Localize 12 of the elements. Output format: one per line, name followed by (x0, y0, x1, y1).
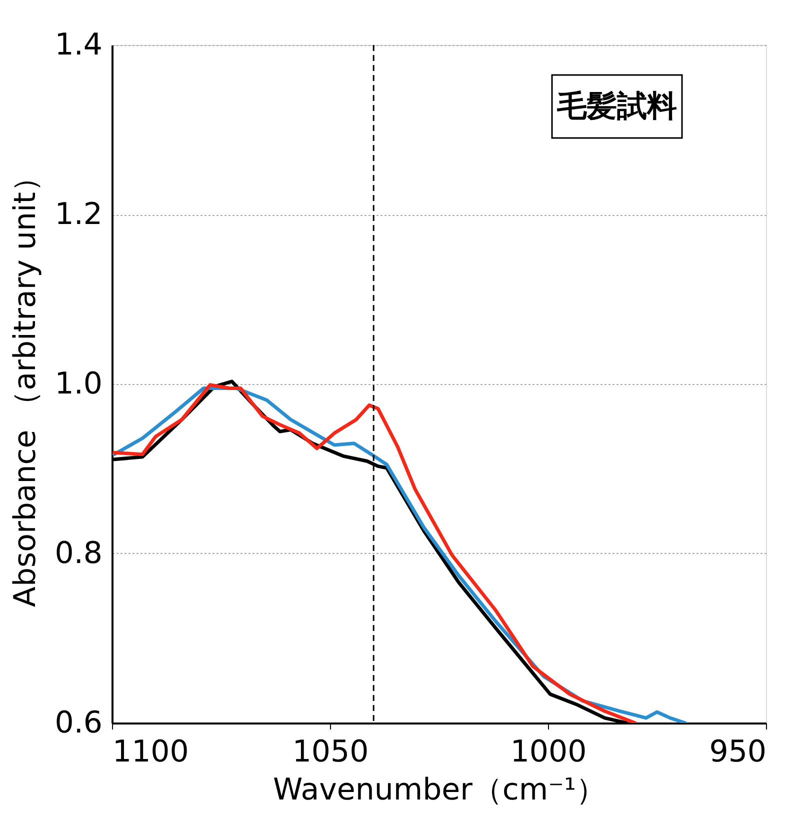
y-axis-title: Absorbance （arbitrary unit） (8, 162, 43, 608)
x-tick-label: 1050 (292, 734, 369, 770)
x-tick-label: 1100 (112, 734, 189, 770)
y-tick-label: 1.2 (54, 197, 102, 232)
x-tick-label: 950 (709, 734, 766, 770)
x-tick-label: 1000 (510, 734, 587, 770)
y-tick-label: 1.0 (54, 366, 102, 402)
annotation: 毛髪試料 (556, 89, 677, 124)
y-tick-label: 1.4 (54, 28, 102, 62)
y-tick-label: 0.8 (54, 536, 102, 571)
x-axis-title: Wavenumber（cm⁻¹） (272, 772, 606, 808)
y-tick-label: 0.6 (54, 706, 102, 740)
